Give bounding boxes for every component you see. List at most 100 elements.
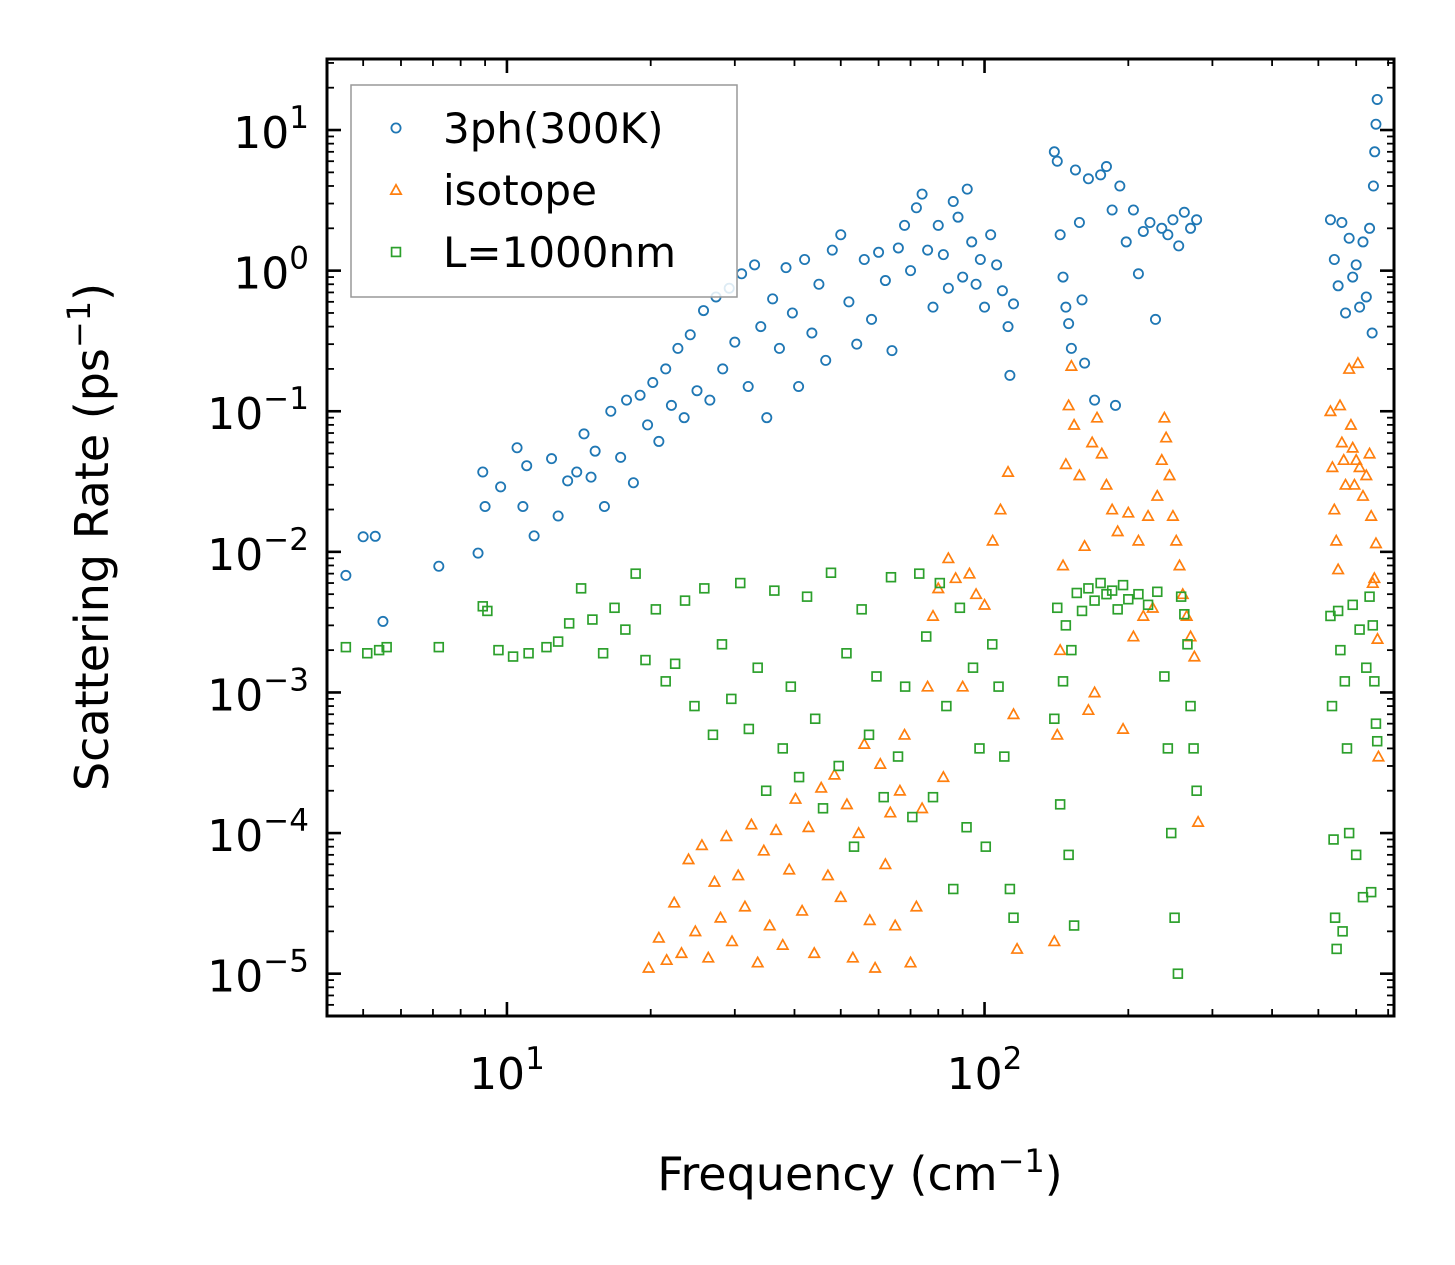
data-point bbox=[1169, 912, 1180, 923]
data-point bbox=[1133, 588, 1144, 600]
data-point bbox=[961, 821, 972, 833]
data-point bbox=[433, 641, 445, 653]
data-point bbox=[1117, 579, 1129, 591]
plot-frame bbox=[325, 57, 1396, 1018]
data-point bbox=[1095, 169, 1107, 181]
data-point bbox=[986, 533, 1000, 546]
data-point bbox=[1371, 749, 1386, 762]
data-point bbox=[1350, 849, 1362, 861]
x-tick-label: 101 bbox=[469, 1041, 545, 1100]
data-point bbox=[851, 338, 863, 350]
data-point bbox=[1340, 307, 1352, 319]
data-point bbox=[1343, 232, 1355, 244]
data-point bbox=[1054, 229, 1066, 241]
data-point bbox=[575, 583, 587, 594]
data-point bbox=[1347, 477, 1362, 490]
series-layer bbox=[340, 93, 1386, 979]
data-point bbox=[523, 648, 534, 659]
data-point bbox=[892, 751, 904, 762]
data-point bbox=[698, 305, 710, 317]
data-point bbox=[1052, 602, 1063, 614]
data-point bbox=[907, 811, 918, 823]
data-point bbox=[1116, 722, 1130, 734]
data-point bbox=[1367, 180, 1379, 192]
data-point bbox=[909, 899, 924, 912]
data-point bbox=[1371, 735, 1383, 747]
data-point bbox=[699, 583, 710, 594]
data-point bbox=[1361, 662, 1372, 673]
data-point bbox=[642, 419, 654, 431]
data-point bbox=[807, 946, 821, 959]
data-point bbox=[707, 729, 719, 741]
data-point bbox=[528, 530, 540, 542]
data-point bbox=[1127, 204, 1139, 216]
data-point bbox=[920, 679, 935, 692]
data-point bbox=[1048, 146, 1060, 158]
data-point bbox=[1082, 173, 1094, 185]
data-point bbox=[941, 551, 956, 564]
data-point bbox=[885, 571, 897, 583]
legend-label: 3ph(300K) bbox=[443, 104, 663, 153]
data-point bbox=[1132, 268, 1144, 280]
data-point bbox=[605, 405, 617, 417]
data-point bbox=[1089, 394, 1101, 406]
data-point bbox=[1367, 620, 1379, 631]
data-point bbox=[903, 955, 918, 968]
data-point bbox=[1061, 398, 1076, 411]
data-point bbox=[704, 394, 716, 406]
data-point bbox=[1106, 204, 1118, 216]
data-point bbox=[725, 934, 739, 947]
data-point bbox=[1064, 358, 1079, 371]
data-point bbox=[1185, 700, 1196, 712]
data-point bbox=[927, 301, 939, 313]
data-point bbox=[1144, 216, 1156, 228]
data-point bbox=[970, 278, 982, 290]
data-point bbox=[1085, 435, 1099, 448]
y-tick-label: 10−2 bbox=[207, 522, 309, 581]
data-point bbox=[667, 895, 681, 908]
data-point bbox=[915, 801, 929, 814]
data-point bbox=[669, 658, 681, 670]
data-point bbox=[1131, 533, 1146, 546]
y-tick-label: 10−5 bbox=[207, 944, 309, 1003]
data-point bbox=[640, 654, 651, 666]
data-point bbox=[1344, 417, 1358, 430]
data-point bbox=[767, 293, 779, 305]
data-point bbox=[433, 560, 445, 572]
data-point bbox=[681, 852, 696, 865]
data-point bbox=[1182, 639, 1193, 650]
data-point bbox=[1126, 629, 1141, 642]
legend-marker bbox=[389, 183, 403, 196]
data-point bbox=[736, 268, 748, 280]
data-point bbox=[707, 874, 722, 887]
data-point bbox=[1146, 600, 1160, 613]
data-point bbox=[1156, 222, 1168, 234]
data-point bbox=[1326, 700, 1338, 712]
data-point bbox=[920, 631, 932, 642]
data-point bbox=[763, 918, 777, 931]
data-point bbox=[1004, 883, 1016, 895]
data-point bbox=[956, 679, 970, 692]
data-point bbox=[716, 639, 728, 650]
data-point bbox=[369, 530, 381, 542]
data-point bbox=[820, 354, 832, 366]
data-point bbox=[1159, 671, 1170, 682]
data-point bbox=[1137, 225, 1149, 237]
data-point bbox=[729, 336, 741, 348]
data-point bbox=[969, 587, 983, 600]
data-point bbox=[585, 471, 597, 483]
data-point bbox=[1067, 417, 1081, 430]
data-point bbox=[1364, 591, 1375, 602]
data-point bbox=[1191, 785, 1202, 796]
data-point bbox=[1114, 180, 1126, 192]
data-point bbox=[1162, 468, 1177, 481]
data-point bbox=[806, 327, 818, 339]
data-point bbox=[552, 510, 564, 522]
data-point bbox=[373, 644, 385, 656]
data-point bbox=[1010, 941, 1024, 954]
data-point bbox=[878, 857, 893, 870]
y-tick-label: 10−4 bbox=[207, 803, 309, 862]
data-point bbox=[871, 671, 882, 682]
data-point bbox=[749, 259, 761, 271]
data-point bbox=[1065, 342, 1077, 354]
